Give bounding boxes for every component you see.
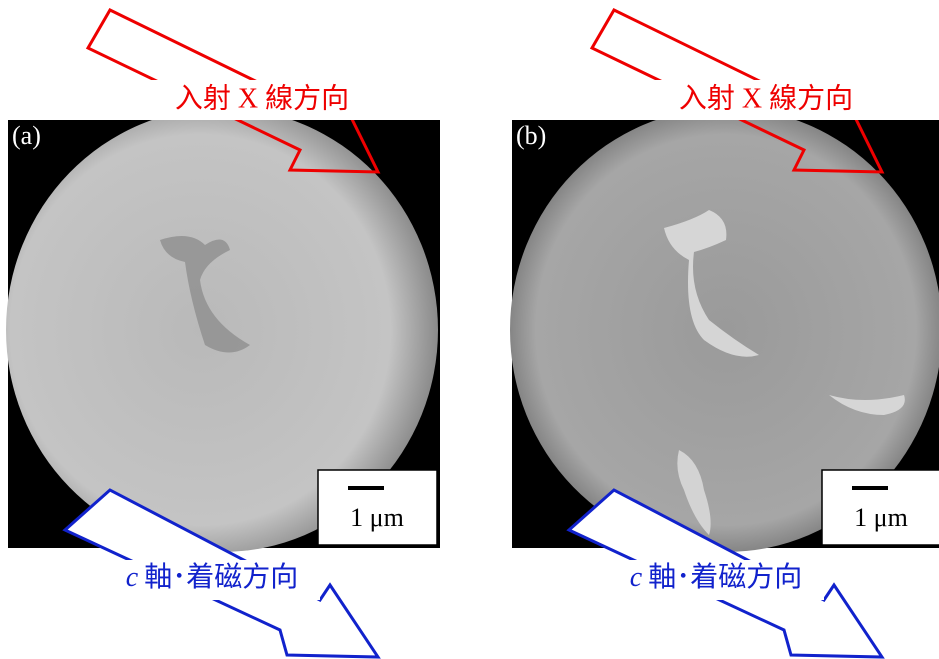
panel-label: (b)	[516, 121, 546, 150]
incident-label: 入射 X 線方向	[679, 82, 853, 114]
incident-label: 入射 X 線方向	[175, 82, 349, 114]
axis-text: 軸･着磁方向	[144, 561, 298, 593]
panel-label: (a)	[12, 121, 41, 150]
axis-symbol: c	[630, 562, 643, 593]
figure: (a)入射 X 線方向1 μmc軸･着磁方向(b)入射 X 線方向1 μmc軸･…	[0, 0, 939, 659]
scale-label: 1 μm	[350, 503, 404, 532]
scale-label: 1 μm	[854, 503, 908, 532]
axis-text: 軸･着磁方向	[648, 561, 802, 593]
axis-symbol: c	[126, 562, 139, 593]
